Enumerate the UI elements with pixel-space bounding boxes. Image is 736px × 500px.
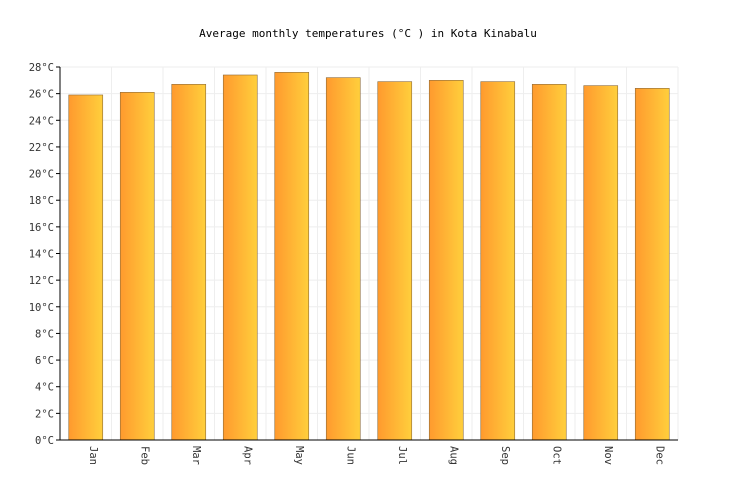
x-tick-label: Jul	[396, 446, 408, 465]
bars	[68, 72, 670, 441]
y-tick-label: 28°C	[29, 62, 54, 74]
y-tick-label: 12°C	[29, 275, 54, 287]
x-axis-ticks: Jan Feb Mar Apr May Jun Jul Aug Sep Oct Nov Dec	[87, 446, 666, 465]
y-tick-label: 18°C	[29, 195, 54, 207]
y-tick-label: 22°C	[29, 142, 54, 154]
x-tick-label: Sep	[499, 446, 511, 465]
y-tick-label: 4°C	[35, 382, 54, 394]
y-tick-label: 6°C	[35, 355, 54, 367]
x-tick-label: Dec	[653, 446, 665, 465]
y-tick-label: 24°C	[29, 115, 54, 127]
bar-apr	[222, 74, 258, 441]
bar-aug	[428, 80, 464, 441]
x-tick-label: Jun	[344, 446, 356, 465]
y-tick-label: 26°C	[29, 89, 54, 101]
y-tick-label: 2°C	[35, 408, 54, 420]
grid-lines	[60, 66, 679, 441]
bar-jul	[377, 81, 413, 441]
x-tick-label: Aug	[447, 446, 459, 465]
y-axis-ticks: 0°C 2°C 4°C 6°C 8°C 10°C 12°C 14°C 16°C 18°C 20°C 2…	[29, 62, 60, 447]
y-tick-label: 8°C	[35, 328, 54, 340]
bar-feb	[119, 92, 155, 441]
bar-sep	[480, 81, 516, 441]
y-tick-label: 10°C	[29, 302, 54, 314]
bar-nov	[583, 85, 619, 441]
x-tick-label: Feb	[138, 446, 150, 465]
bar-jan	[68, 94, 104, 441]
bar-oct	[531, 84, 567, 441]
y-tick-label: 14°C	[29, 249, 54, 261]
bar-dec	[634, 88, 670, 441]
x-tick-label: Apr	[241, 446, 253, 465]
y-tick-label: 20°C	[29, 169, 54, 181]
y-tick-label: 16°C	[29, 222, 54, 234]
x-tick-label: May	[293, 446, 305, 465]
x-tick-label: Nov	[602, 446, 614, 465]
x-tick-label: Mar	[190, 446, 202, 465]
bar-mar	[171, 84, 207, 441]
bar-may	[274, 72, 310, 441]
x-tick-label: Oct	[550, 446, 562, 465]
x-tick-label: Jan	[87, 446, 99, 465]
chart-title: Average monthly temperatures (°C ) in Ko…	[199, 27, 537, 40]
y-tick-label: 0°C	[35, 435, 54, 447]
bar-jun	[325, 77, 361, 441]
